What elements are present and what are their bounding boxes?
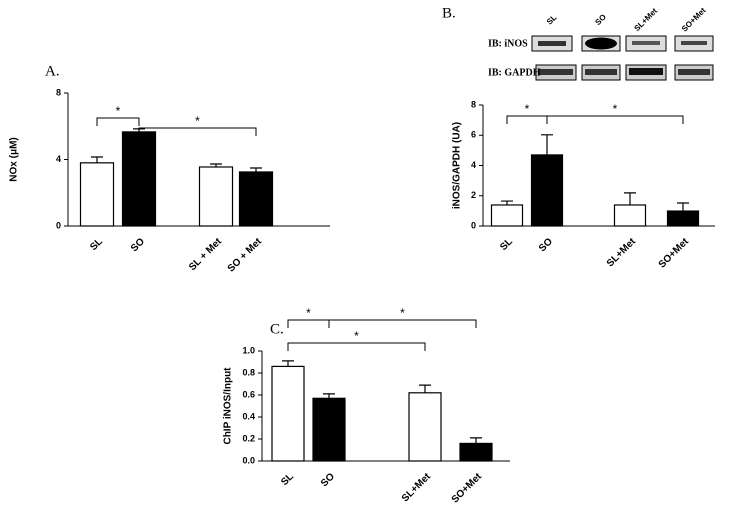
significance-label: *: [354, 329, 359, 343]
significance-label: *: [195, 114, 200, 128]
panel-label: A.: [45, 63, 60, 79]
bar: [271, 365, 305, 462]
significance-label: *: [116, 104, 121, 118]
lane-label: SO: [593, 12, 608, 27]
blot-row-label: IB: iNOS: [488, 38, 528, 49]
band: [585, 37, 617, 50]
error-bar: [470, 437, 482, 444]
significance-bracket: [287, 319, 330, 328]
x-tick-label: SO: [319, 471, 337, 489]
bar: [312, 397, 346, 462]
lane-label: SL: [545, 13, 559, 27]
x-tick-label: SO: [537, 236, 555, 254]
y-tick-label: 0.4: [242, 411, 255, 421]
band: [585, 69, 617, 75]
bar: [459, 442, 493, 462]
error-bar: [210, 163, 222, 167]
error-bar: [541, 134, 553, 155]
blot-row-label: IB: GAPDH: [488, 67, 541, 78]
error-bar: [501, 200, 513, 205]
y-tick-label: 4: [56, 154, 61, 164]
blot-bands: [531, 35, 714, 81]
y-tick-label: 1.0: [242, 345, 255, 355]
significance-bracket: [138, 127, 257, 136]
panel-label: C.: [270, 321, 284, 337]
y-tick-label: 2: [471, 190, 476, 200]
x-tick-label: SL: [498, 236, 515, 253]
bar: [198, 166, 234, 227]
y-tick-label: 8: [56, 87, 61, 97]
x-tick-label: SO+Met: [657, 236, 692, 271]
panel-label: B.: [442, 5, 456, 21]
y-tick-label: 4: [471, 160, 476, 170]
lane-label: SL+Met: [632, 6, 659, 33]
y-tick-label: 0: [471, 220, 476, 230]
error-bar: [250, 167, 262, 172]
significance-label: *: [613, 102, 618, 116]
error-bar: [323, 393, 335, 399]
error-bar: [624, 192, 636, 205]
x-tick-label: SO + Met: [226, 236, 265, 275]
error-bar: [91, 156, 103, 163]
band: [681, 41, 707, 45]
bar: [530, 154, 564, 227]
band: [539, 69, 573, 75]
x-tick-label: SL: [279, 471, 296, 488]
significance-label: *: [400, 306, 405, 320]
band: [629, 68, 663, 75]
x-tick-label: SL + Met: [187, 236, 224, 273]
significance-label: *: [525, 102, 530, 116]
error-bar: [677, 202, 689, 212]
significance-bracket: [546, 115, 684, 124]
y-tick-label: 0: [56, 220, 61, 230]
x-tick-label: SL+Met: [400, 471, 434, 505]
bar: [613, 204, 647, 227]
y-axis-label: NOx (μM): [9, 137, 20, 181]
error-bar: [419, 384, 431, 393]
bar: [408, 392, 442, 462]
band: [632, 41, 660, 45]
significance-bracket: [506, 115, 548, 124]
significance-label: *: [306, 306, 311, 320]
bar: [666, 210, 700, 227]
error-bar: [282, 360, 294, 367]
bar: [490, 204, 524, 227]
significance-bracket: [96, 117, 140, 126]
y-axis-label: ChIP iNOS/Input: [223, 367, 234, 445]
lane-label: SO+Met: [680, 6, 708, 34]
x-tick-label: SL+Met: [605, 236, 639, 270]
band: [678, 69, 710, 75]
x-tick-label: SO+Met: [450, 471, 485, 506]
bar: [238, 171, 274, 227]
significance-bracket: [287, 342, 426, 351]
band: [538, 41, 566, 46]
y-tick-label: 0.8: [242, 367, 255, 377]
y-axis-label: iNOS/GAPDH (UA): [452, 122, 463, 209]
y-tick-label: 0.0: [242, 455, 255, 465]
x-tick-label: SO: [129, 236, 147, 254]
bar: [121, 131, 157, 227]
significance-bracket: [328, 319, 477, 328]
y-tick-label: 8: [471, 99, 476, 109]
y-tick-label: 6: [471, 130, 476, 140]
y-tick-label: 0.2: [242, 433, 255, 443]
y-tick-label: 0.6: [242, 389, 255, 399]
bar: [79, 162, 115, 227]
x-tick-label: SL: [88, 236, 105, 253]
